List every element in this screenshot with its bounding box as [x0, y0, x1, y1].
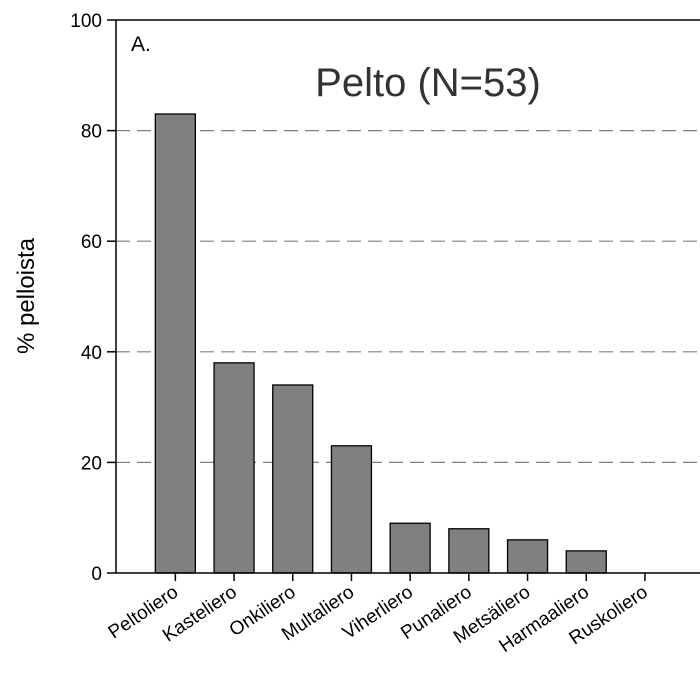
y-tick-label: 0 — [91, 564, 102, 585]
x-ticks: PeltolieroKastelieroOnkilieroMultalieroV… — [105, 573, 652, 657]
y-tick-label: 40 — [81, 343, 102, 364]
chart-title: Pelto (N=53) — [315, 61, 541, 105]
y-ticks: 0 20 40 60 80 100 — [70, 11, 116, 585]
y-tick-label: 100 — [70, 11, 102, 32]
panel-label: A. — [131, 33, 151, 56]
bar-peltoliero — [154, 113, 197, 574]
grid-lines — [116, 130, 700, 463]
bar-metsäliero — [506, 539, 549, 574]
y-tick-label: 20 — [81, 453, 102, 474]
axes — [115, 19, 700, 574]
bar-onkiliero — [272, 384, 314, 574]
y-tick-label: 60 — [81, 232, 102, 253]
y-axis-label: % pelloista — [13, 237, 40, 354]
bar-viherliero — [389, 522, 431, 574]
bar-multaliero — [330, 445, 373, 574]
bar-punaliero — [448, 528, 490, 574]
y-tick-label: 80 — [81, 122, 102, 143]
bar-harmaaliero — [565, 550, 607, 574]
bar-kasteliero — [213, 362, 255, 574]
bars — [154, 113, 607, 574]
